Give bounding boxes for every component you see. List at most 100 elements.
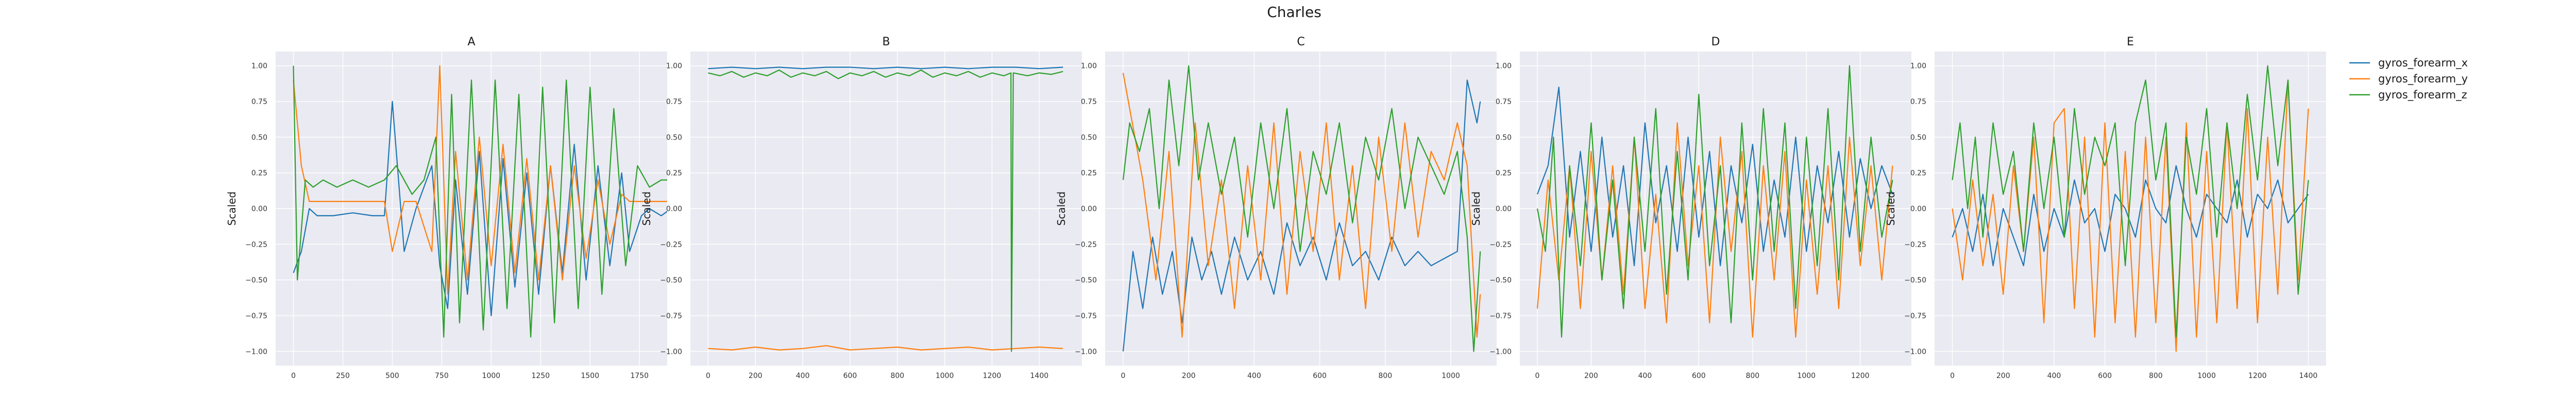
x-tick-label: 1000 [2197, 372, 2216, 380]
x-tick-label: 1000 [1797, 372, 1816, 380]
y-axis-label: Scaled [226, 192, 238, 226]
x-tick-label: 400 [1247, 372, 1261, 380]
y-tick-label: 0.75 [666, 98, 682, 106]
y-tick-label: 1.00 [251, 62, 267, 71]
y-tick-label: 0.00 [1081, 205, 1097, 213]
y-tick-label: −0.25 [1075, 241, 1097, 249]
y-tick-label: −0.25 [1489, 241, 1512, 249]
series-line-gyros-forearm-z [293, 65, 667, 338]
series-line-gyros-forearm-y [708, 345, 1063, 351]
y-tick-label: 0.75 [1081, 98, 1097, 106]
y-tick-label: 0.25 [251, 169, 267, 178]
x-tick-label: 1500 [581, 372, 599, 380]
x-tick-label: 1000 [936, 372, 954, 380]
x-tick-label: 1750 [630, 372, 649, 380]
subplot-c: 0 200 400 600 800 1000 −1.00 −0.75 −0.50 −0.25 0.0… [1055, 36, 1497, 380]
x-tick-label: 250 [336, 372, 350, 380]
y-tick-label: −0.75 [1489, 312, 1512, 320]
x-tick-label: 1200 [983, 372, 1002, 380]
x-tick-label: 200 [749, 372, 762, 380]
x-tick-label: 600 [1692, 372, 1706, 380]
x-tick-label: 400 [1638, 372, 1652, 380]
y-tick-label: 0.00 [1910, 205, 1926, 213]
y-tick-label: −1.00 [1075, 348, 1097, 356]
y-tick-label: 0.25 [1496, 169, 1512, 178]
x-tick-label: 1200 [2248, 372, 2267, 380]
x-tick-label: 400 [796, 372, 810, 380]
series-line-gyros-forearm-z [1536, 65, 1893, 338]
x-tick-label: 800 [2149, 372, 2163, 380]
y-tick-label: −0.25 [1904, 241, 1926, 249]
y-tick-label: −1.00 [660, 348, 682, 356]
x-tick-label: 200 [1584, 372, 1598, 380]
y-tick-label: −0.50 [245, 277, 267, 285]
subplot-e: 0 200 400 600 800 1000 1200 1400 −1.00 −0.75 −0.50… [1885, 36, 2326, 380]
y-axis-label: Scaled [1885, 192, 1897, 226]
series-line-gyros-forearm-z [1952, 65, 2309, 338]
x-tick-label: 1250 [532, 372, 550, 380]
series-line-gyros-forearm-y [1536, 122, 1893, 338]
y-tick-label: 0.00 [1496, 205, 1512, 213]
y-tick-label: −0.25 [245, 241, 267, 249]
y-tick-label: −0.50 [1075, 277, 1097, 285]
subplot-title: C [1297, 36, 1304, 48]
series-line-gyros-forearm-x [708, 66, 1063, 70]
x-tick-label: 0 [1535, 372, 1539, 380]
y-tick-label: 0.00 [666, 205, 682, 213]
legend-label: gyros_forearm_y [2378, 73, 2468, 85]
y-tick-label: 1.00 [1910, 62, 1926, 71]
y-tick-label: 0.50 [251, 133, 267, 142]
x-tick-label: 400 [2047, 372, 2061, 380]
y-tick-label: 0.50 [1496, 133, 1512, 142]
y-tick-label: −0.25 [660, 241, 682, 249]
subplot-title: D [1711, 36, 1720, 48]
series-line-gyros-forearm-y [1952, 79, 2309, 352]
y-tick-label: 1.00 [666, 62, 682, 71]
y-tick-label: 0.50 [1081, 133, 1097, 142]
series-line-gyros-forearm-z [1122, 65, 1481, 352]
y-tick-label: −0.75 [245, 312, 267, 320]
subplot-b: 0 200 400 600 800 1000 1200 1400 −1.00 −0.75 −0.50… [640, 36, 1082, 380]
series-line-gyros-forearm-y [293, 65, 667, 295]
y-tick-label: 0.75 [251, 98, 267, 106]
x-tick-label: 200 [1182, 372, 1196, 380]
x-tick-label: 800 [1745, 372, 1759, 380]
legend: gyros_forearm_x gyros_forearm_y gyros_fore… [2349, 57, 2468, 101]
x-tick-label: 1400 [1030, 372, 1049, 380]
y-axis-label: Scaled [1055, 192, 1067, 226]
x-tick-label: 800 [1378, 372, 1392, 380]
y-axis-label: Scaled [1470, 192, 1482, 226]
x-tick-label: 200 [1996, 372, 2010, 380]
x-tick-label: 500 [385, 372, 399, 380]
series-line-gyros-forearm-z [708, 69, 1063, 352]
y-tick-label: −0.50 [660, 277, 682, 285]
y-tick-label: −1.00 [245, 348, 267, 356]
y-tick-label: 0.25 [666, 169, 682, 178]
y-tick-label: 0.75 [1496, 98, 1512, 106]
x-tick-label: 1000 [482, 372, 501, 380]
x-tick-label: 1000 [1442, 372, 1460, 380]
series-line-gyros-forearm-x [1952, 165, 2309, 266]
subplot-title: A [467, 36, 475, 48]
y-tick-label: 1.00 [1081, 62, 1097, 71]
y-tick-label: −0.75 [1075, 312, 1097, 320]
x-tick-label: 600 [2098, 372, 2112, 380]
y-tick-label: 0.25 [1081, 169, 1097, 178]
x-tick-label: 750 [435, 372, 449, 380]
x-tick-label: 0 [706, 372, 710, 380]
y-tick-label: −0.50 [1489, 277, 1512, 285]
x-tick-label: 1400 [2299, 372, 2318, 380]
x-tick-label: 600 [1313, 372, 1327, 380]
x-tick-label: 0 [1121, 372, 1126, 380]
legend-label: gyros_forearm_x [2378, 57, 2468, 70]
subplot-title: B [882, 36, 890, 48]
y-tick-label: −0.50 [1904, 277, 1926, 285]
x-tick-label: 800 [890, 372, 904, 380]
y-tick-label: 0.50 [1910, 133, 1926, 142]
y-tick-label: −1.00 [1904, 348, 1926, 356]
y-tick-label: −0.75 [660, 312, 682, 320]
subplot-d: 0 200 400 600 800 1000 1200 −1.00 −0.75 −0.50 −0.2… [1470, 36, 1911, 380]
x-tick-label: 600 [843, 372, 857, 380]
y-tick-label: 1.00 [1496, 62, 1512, 71]
x-tick-label: 0 [1950, 372, 1955, 380]
